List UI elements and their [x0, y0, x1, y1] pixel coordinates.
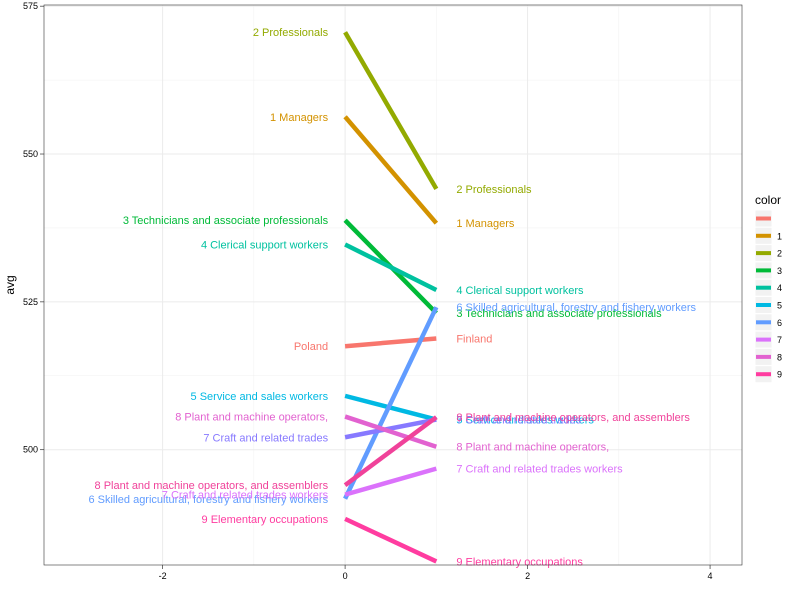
x-tick-label: 2 — [525, 571, 530, 581]
y-tick-label: 525 — [23, 297, 38, 307]
left-label: 7 Craft and related trades workers — [162, 490, 329, 502]
right-label: 7 Craft and related trades workers — [456, 464, 623, 476]
series-line-4 — [344, 242, 438, 293]
label-layer: Poland Finland 1 Managers 1 Managers 2 Profe… — [88, 27, 696, 568]
left-label: 8 Plant and machine operators, and assem… — [95, 480, 329, 492]
left-label: 4 Clerical support workers — [201, 239, 329, 251]
left-label: 3 Technicians and associate professional… — [123, 215, 329, 227]
legend-label: 3 — [777, 266, 782, 276]
right-label: 9 Elementary occupations — [456, 556, 583, 568]
panel-border — [43, 4, 743, 566]
legend-title: color — [755, 193, 781, 207]
x-tick-label: 4 — [708, 571, 713, 581]
series-line-8 — [344, 414, 438, 449]
legend-label: 5 — [777, 301, 782, 311]
y-tick-label: 550 — [23, 149, 38, 159]
legend: color 1 2 3 4 5 6 7 8 9 — [754, 193, 782, 384]
left-label: 5 Service and sales workers — [191, 391, 329, 403]
series-line-7b — [344, 417, 437, 440]
series-line-6 — [343, 306, 439, 500]
legend-label: 1 — [777, 231, 782, 241]
right-label: 5 Service and sales workers — [456, 415, 594, 427]
right-label: 8 Plant and machine operators, — [456, 442, 609, 454]
left-label: 2 Professionals — [253, 27, 329, 39]
right-label: 4 Clerical support workers — [456, 285, 584, 297]
legend-label: 4 — [777, 283, 782, 293]
x-tick-label: 0 — [343, 571, 348, 581]
left-label: 9 Elementary occupations — [202, 514, 329, 526]
grid-layer — [44, 5, 742, 565]
left-label: 8 Plant and machine operators, — [175, 412, 328, 424]
y-tick-label: 575 — [23, 1, 38, 11]
x-tick-label: -2 — [159, 571, 167, 581]
right-label: 3 Technicians and associate professional… — [456, 308, 662, 320]
right-label: 2 Professionals — [456, 184, 532, 196]
series-line-7 — [344, 466, 437, 497]
axis-layer: -2 0 2 4 500 525 550 575 — [23, 1, 713, 581]
legend-label: 7 — [777, 335, 782, 345]
right-label: 6 Skilled agricultural, forestry and fis… — [456, 302, 696, 314]
y-axis-title: avg — [3, 275, 17, 294]
right-label: Finland — [456, 334, 492, 346]
left-label: 1 Managers — [270, 112, 329, 124]
legend-label: 8 — [777, 352, 782, 362]
legend-label: 6 — [777, 318, 782, 328]
series-line-1 — [343, 115, 439, 225]
left-label: Poland — [294, 341, 328, 353]
left-label: 6 Skilled agricultural, forestry and fis… — [88, 494, 328, 506]
left-label: 7 Craft and related trades — [203, 432, 328, 444]
legend-label: 2 — [777, 249, 782, 259]
legend-label: 9 — [777, 370, 782, 380]
right-label: 7 Craft and related trades — [456, 415, 581, 427]
series-line-8b — [343, 415, 438, 487]
y-tick-label: 500 — [23, 445, 38, 455]
right-label: 1 Managers — [456, 218, 515, 230]
right-label: 8 Plant and machine operators, and assem… — [456, 412, 690, 424]
series-layer — [343, 31, 439, 564]
series-line-9 — [344, 516, 438, 564]
series-line-2 — [343, 31, 439, 191]
